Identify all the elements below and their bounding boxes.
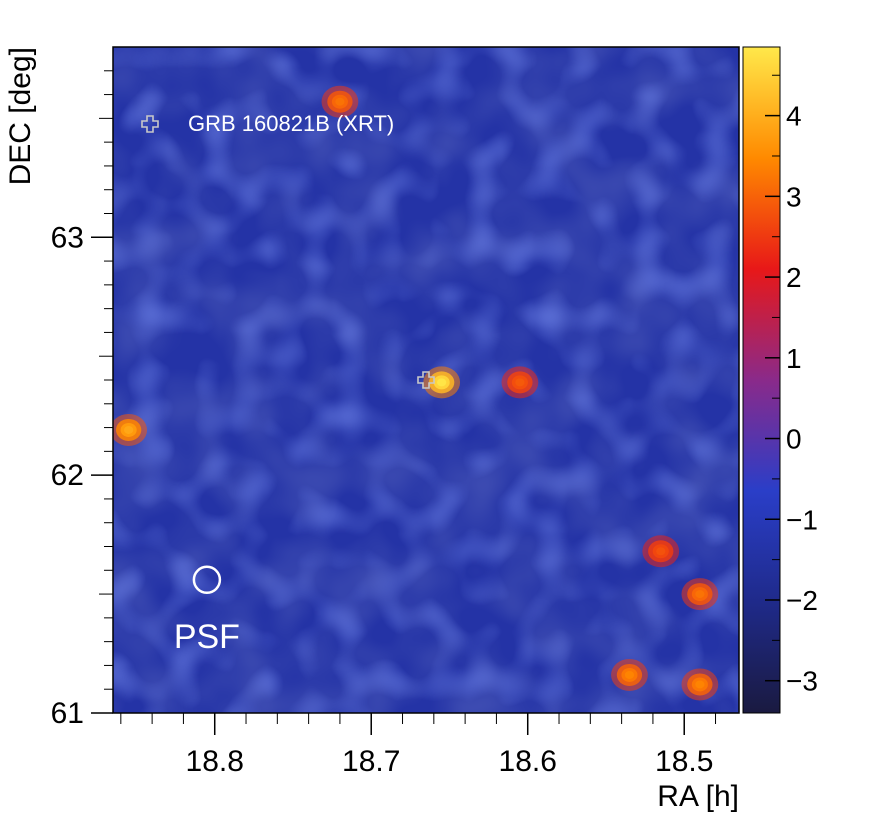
hotspot-4 xyxy=(681,668,719,701)
colorbar-tick-label: 1 xyxy=(786,343,802,374)
colorbar-tick-label: −3 xyxy=(786,666,818,697)
legend-label: GRB 160821B (XRT) xyxy=(188,111,394,136)
hotspot-6 xyxy=(501,366,539,399)
hotspot-4-layer-3 xyxy=(695,680,705,689)
heatmap-hotspots xyxy=(113,85,719,701)
legend: GRB 160821B (XRT) xyxy=(141,111,394,136)
x-axis: 18.8 18.7 18.6 18.5 xyxy=(120,713,717,778)
legend-cross-symbol xyxy=(141,115,159,133)
heatmap-plot-area xyxy=(113,47,739,713)
psf-indicator: PSF xyxy=(174,565,240,656)
colorbar-tick-label: 4 xyxy=(786,101,802,132)
y-tick-label: 63 xyxy=(51,221,84,254)
hotspot-6-layer-3 xyxy=(515,378,525,387)
psf-circle xyxy=(192,565,222,595)
hotspot-2-layer-3 xyxy=(335,97,345,106)
hotspot-1-layer-3 xyxy=(124,425,134,434)
hotspot-5 xyxy=(681,578,719,611)
x-tick-label: 18.8 xyxy=(186,745,244,778)
y-tick-label: 62 xyxy=(51,459,84,492)
hotspot-0 xyxy=(423,366,461,399)
colorbar-tick-label: 3 xyxy=(786,181,802,212)
y-axis-title: DEC [deg] xyxy=(4,47,37,185)
y-axis: 61 62 63 xyxy=(51,70,113,730)
y-tick-label: 61 xyxy=(51,697,84,730)
x-tick-label: 18.7 xyxy=(342,745,400,778)
grb-marker xyxy=(417,371,435,389)
hotspot-3 xyxy=(611,658,648,691)
psf-label: PSF xyxy=(174,618,240,656)
colorbar-tick-label: 0 xyxy=(786,424,802,455)
colorbar-tick-label: −1 xyxy=(786,504,818,535)
x-axis-title: RA [h] xyxy=(657,780,739,813)
colorbar-tick-label: −2 xyxy=(786,585,818,616)
hotspot-2 xyxy=(321,85,359,118)
hotspot-7 xyxy=(642,535,680,568)
x-tick-label: 18.5 xyxy=(655,745,713,778)
colorbar: 4 3 2 1 0 −1 −2 −3 xyxy=(742,46,818,714)
hotspot-1 xyxy=(113,413,148,446)
colorbar-tick-label: 2 xyxy=(786,262,802,293)
hotspot-7-layer-3 xyxy=(656,547,666,556)
hotspot-5-layer-3 xyxy=(695,590,705,599)
hotspot-3-layer-3 xyxy=(624,670,635,679)
colorbar-scale xyxy=(742,46,781,714)
markers-layer xyxy=(417,371,435,389)
hotspot-0-layer-3 xyxy=(437,378,447,387)
colorbar-ticks: 4 3 2 1 0 −1 −2 −3 xyxy=(765,74,818,697)
x-tick-label: 18.6 xyxy=(499,745,557,778)
